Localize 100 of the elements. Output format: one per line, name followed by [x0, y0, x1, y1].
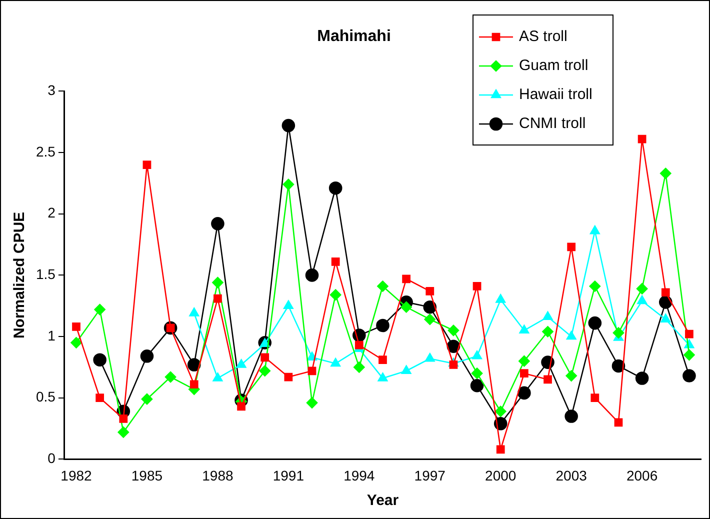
point	[354, 340, 364, 350]
point	[638, 134, 646, 144]
x-tick-label: 1985	[131, 467, 163, 484]
y-tick-label: 3	[48, 82, 56, 98]
point	[308, 366, 316, 376]
point	[496, 445, 505, 454]
point	[519, 324, 530, 334]
y-axis-title: Normalized CPUE	[11, 212, 28, 339]
point	[684, 349, 695, 361]
point	[542, 326, 554, 338]
point	[566, 330, 576, 340]
point	[282, 178, 294, 190]
point	[448, 324, 460, 336]
point	[614, 418, 623, 427]
point	[119, 414, 128, 423]
point	[518, 355, 530, 367]
point	[259, 365, 271, 377]
point	[472, 350, 482, 360]
point	[93, 353, 106, 366]
point	[470, 378, 484, 392]
point	[328, 181, 342, 195]
point	[426, 286, 434, 296]
point	[660, 314, 671, 323]
point	[566, 370, 577, 382]
point	[518, 386, 531, 400]
x-tick-label: 2003	[556, 467, 588, 484]
point	[520, 369, 528, 378]
x-tick-label: 1988	[202, 467, 234, 484]
point	[612, 327, 624, 339]
point	[567, 242, 576, 252]
point	[212, 372, 223, 382]
point	[544, 375, 552, 384]
point	[401, 365, 412, 374]
y-tick-label: 1.5	[36, 266, 56, 282]
point	[496, 294, 506, 303]
point	[330, 289, 342, 300]
point	[636, 283, 648, 294]
point	[471, 368, 483, 379]
point	[378, 356, 387, 364]
legend-label: Guam troll	[519, 57, 588, 74]
x-tick-label: 1991	[272, 467, 304, 484]
point	[331, 258, 340, 266]
point	[142, 160, 152, 169]
point	[306, 397, 318, 408]
point	[214, 294, 222, 303]
point	[72, 322, 80, 331]
point	[237, 402, 246, 411]
point	[612, 359, 626, 373]
point	[212, 276, 224, 288]
legend-label: CNMI troll	[519, 115, 586, 132]
point	[661, 288, 670, 297]
point	[590, 394, 600, 402]
point	[141, 393, 153, 405]
x-tick-label: 1994	[344, 467, 375, 484]
point	[189, 308, 200, 316]
legend-label: AS troll	[519, 28, 568, 46]
x-tick-label: 2000	[485, 467, 516, 484]
point	[658, 296, 672, 309]
point	[635, 372, 649, 385]
y-tick-label: 2	[48, 204, 56, 221]
point	[590, 225, 600, 234]
point	[283, 300, 294, 310]
point	[660, 168, 672, 180]
point	[305, 268, 319, 282]
y-tick-label: 2.5	[36, 143, 56, 160]
point	[449, 360, 458, 369]
point	[70, 337, 82, 348]
point	[402, 274, 410, 284]
y-tick-label: 0	[48, 450, 56, 466]
point	[96, 394, 104, 402]
point	[118, 426, 130, 438]
y-tick-label: 0.5	[36, 388, 56, 405]
point	[494, 406, 506, 418]
x-tick-label: 1982	[60, 467, 92, 484]
chart-title: Mahimahi	[317, 28, 391, 46]
point	[376, 318, 390, 332]
x-tick-label: 1997	[414, 467, 446, 484]
point	[330, 358, 341, 367]
point	[187, 358, 201, 372]
point	[260, 353, 270, 362]
point	[236, 359, 246, 368]
point	[377, 280, 388, 292]
point	[94, 304, 106, 316]
point	[472, 282, 482, 290]
point	[588, 316, 602, 330]
point	[685, 330, 694, 338]
point	[190, 380, 198, 389]
legend-label: Hawaii troll	[519, 86, 592, 104]
point	[423, 300, 437, 314]
point	[282, 118, 296, 132]
point	[378, 372, 388, 382]
y-tick-label: 1	[48, 327, 56, 344]
point	[637, 295, 648, 304]
point	[400, 301, 412, 313]
x-axis-title: Year	[366, 492, 399, 510]
point	[140, 350, 154, 363]
point	[682, 369, 696, 382]
point	[424, 314, 436, 326]
point	[284, 372, 293, 382]
point	[164, 371, 176, 383]
